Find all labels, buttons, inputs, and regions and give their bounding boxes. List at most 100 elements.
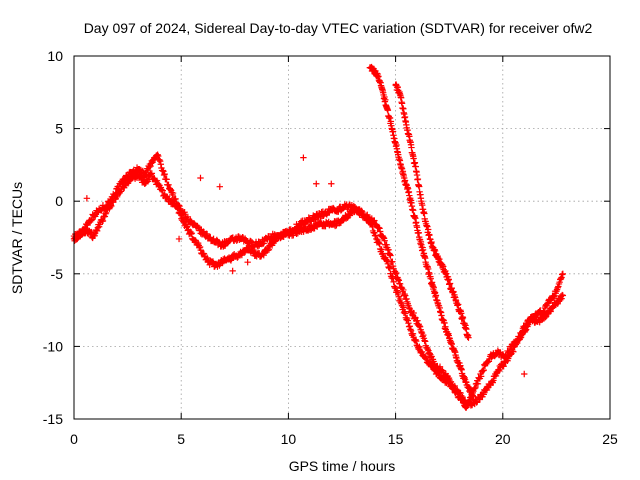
data-point: [203, 230, 211, 238]
data-point: [385, 246, 392, 253]
data-point: [167, 186, 174, 193]
data-point: [188, 230, 195, 237]
plot-frame: [73, 55, 611, 420]
data-point: [176, 208, 183, 216]
data-point: [376, 225, 383, 232]
data-point: [260, 251, 267, 259]
data-point: [102, 209, 110, 217]
data-point: [300, 221, 307, 228]
x-tick-label: 15: [388, 431, 404, 447]
y-tick-label: -5: [51, 266, 64, 282]
data-point: [384, 260, 392, 268]
data-point: [400, 309, 408, 317]
data-point: [163, 176, 170, 183]
data-point: [386, 251, 394, 258]
x-tick-label: 5: [177, 431, 185, 447]
data-point: [557, 275, 565, 282]
data-point: [197, 246, 204, 254]
data-point: [393, 269, 400, 277]
data-point: [153, 177, 161, 184]
data-point: [197, 174, 204, 182]
data-point: [268, 242, 276, 249]
data-point: [376, 228, 384, 235]
data-point: [328, 180, 335, 187]
series-isolated: [83, 154, 528, 378]
data-point: [517, 334, 525, 341]
data-point: [412, 336, 419, 343]
data-point: [550, 293, 558, 300]
data-point: [200, 250, 208, 257]
data-point: [386, 114, 394, 122]
data-point: [428, 353, 435, 360]
data-point: [549, 303, 556, 310]
y-tick-label: -10: [43, 338, 63, 354]
data-point: [369, 223, 376, 231]
data-point: [174, 204, 182, 212]
data-point: [155, 152, 162, 160]
data-point: [161, 170, 168, 178]
data-point: [480, 366, 487, 374]
data-point: [558, 274, 565, 281]
data-point: [465, 334, 472, 341]
data-point: [458, 392, 465, 399]
data-point: [400, 286, 407, 294]
data-point: [383, 241, 390, 248]
data-point: [505, 348, 513, 355]
data-point: [367, 219, 375, 227]
data-point: [102, 210, 109, 217]
data-point: [175, 235, 183, 243]
data-point: [88, 217, 95, 224]
data-point: [472, 384, 479, 391]
data-point: [410, 309, 417, 317]
data-point: [484, 359, 491, 366]
series-track-c: [366, 63, 476, 399]
data-point: [424, 346, 431, 353]
axis-ticks: 0 5 10 15 20 25 10 5 0 -5 -10 -15: [43, 48, 618, 447]
data-point: [558, 271, 566, 278]
data-point: [93, 227, 101, 235]
data-point: [530, 315, 538, 322]
data-point: [459, 314, 467, 322]
data-point: [159, 187, 166, 194]
data-point: [402, 292, 409, 299]
data-point: [394, 290, 402, 298]
data-point: [473, 399, 480, 406]
data-point: [521, 370, 528, 378]
data-point: [389, 275, 397, 282]
y-tick-label: 5: [55, 121, 63, 137]
data-point: [416, 343, 423, 351]
data-point: [381, 237, 388, 244]
data-point: [144, 167, 152, 174]
data-point: [264, 247, 271, 254]
data-point: [173, 203, 181, 211]
x-tick-label: 10: [281, 431, 297, 447]
data-point: [157, 161, 165, 168]
data-point: [385, 263, 392, 271]
data-point: [384, 107, 392, 114]
data-point: [480, 391, 487, 398]
data-point: [160, 168, 167, 175]
data-point: [403, 295, 410, 303]
data-point: [147, 171, 154, 178]
data-point: [389, 262, 397, 270]
y-axis-label: SDTVAR / TECUs: [9, 182, 25, 294]
data-point: [503, 353, 511, 360]
data-point: [378, 246, 385, 253]
data-point: [136, 166, 143, 173]
data-point: [229, 267, 236, 275]
data-point: [406, 323, 413, 330]
data-point: [376, 240, 383, 248]
data-point: [396, 295, 404, 303]
data-point: [300, 154, 307, 161]
y-tick-label: 0: [55, 193, 63, 209]
data-point: [554, 284, 561, 291]
data-point: [540, 309, 548, 316]
data-point: [407, 326, 414, 333]
data-point: [558, 295, 565, 302]
data-point: [372, 232, 379, 240]
data-point: [94, 224, 101, 231]
data-point: [503, 354, 510, 361]
series-track-a: [70, 151, 567, 410]
chart-title: Day 097 of 2024, Sidereal Day-to-day VTE…: [84, 20, 593, 36]
data-point: [187, 217, 194, 224]
